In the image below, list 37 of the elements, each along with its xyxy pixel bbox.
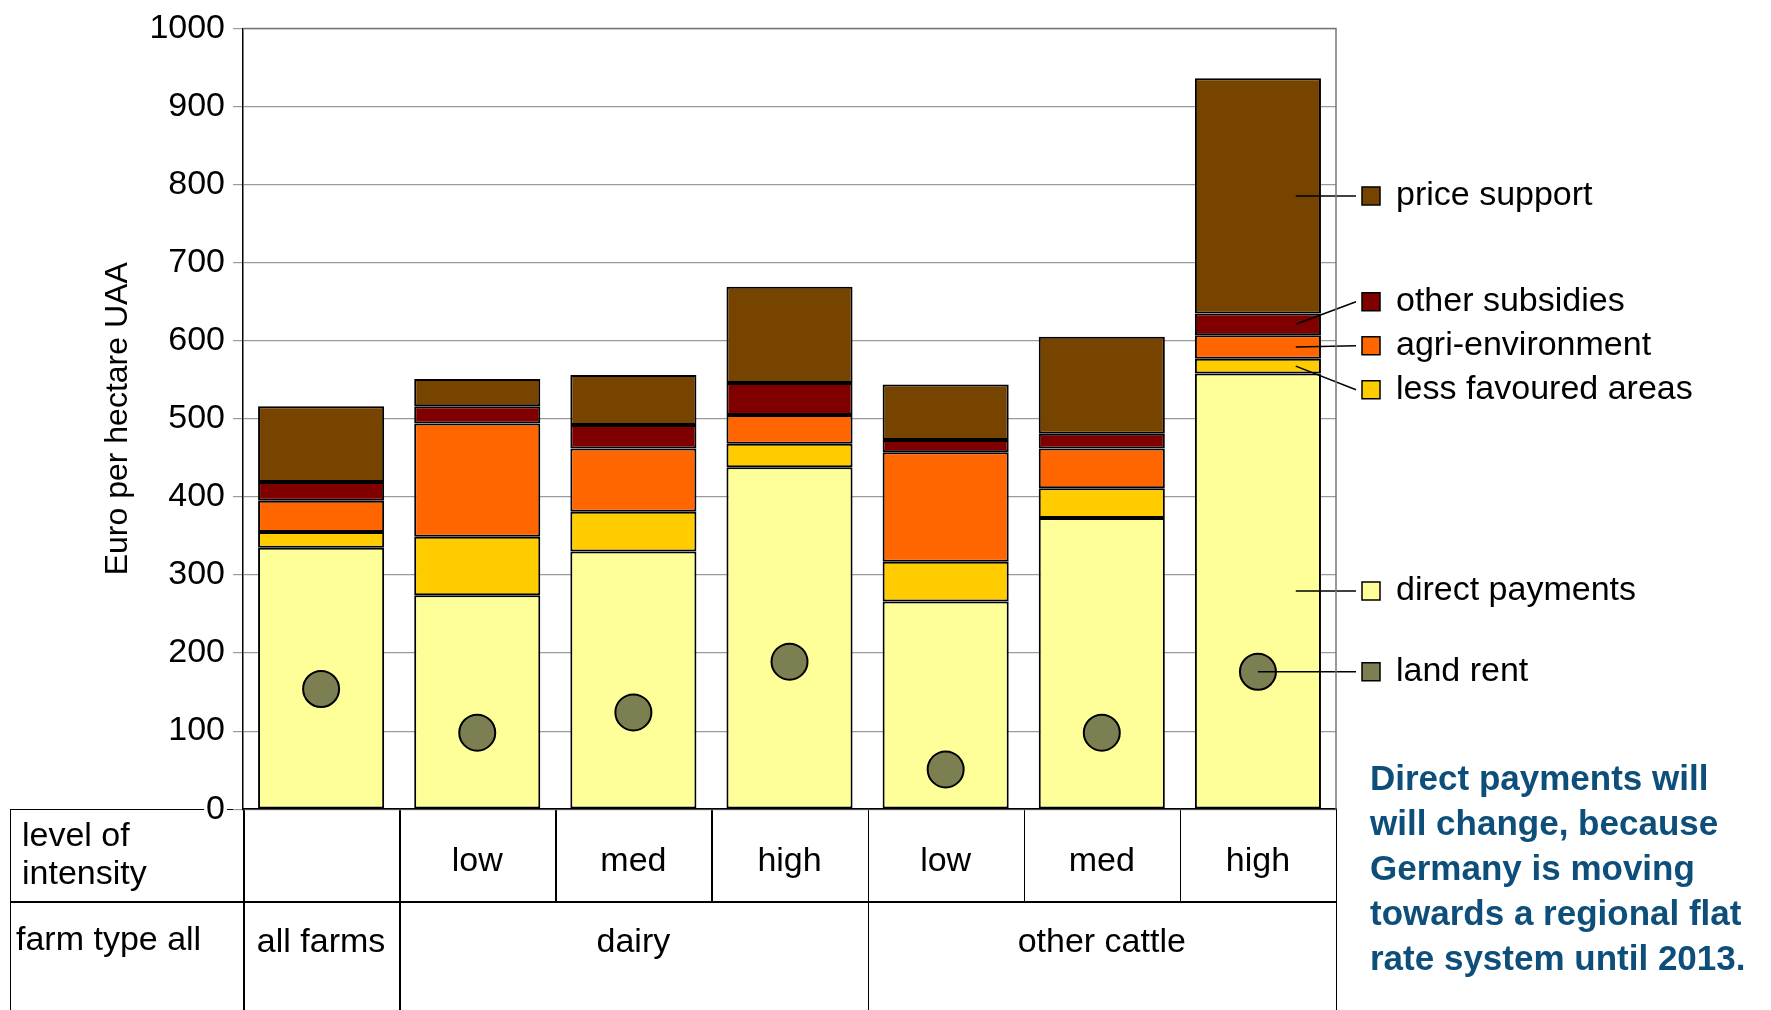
- y-tick-label: 600: [168, 319, 226, 358]
- y-tick-label: 300: [168, 553, 226, 592]
- legend-label: agri-environment: [1396, 324, 1652, 363]
- y-tick-label: 0: [206, 787, 226, 826]
- point: [458, 713, 497, 752]
- text: farm type all: [16, 919, 203, 958]
- legend-label: land rent: [1396, 650, 1529, 689]
- point: [926, 750, 965, 789]
- y-tick-label: 800: [168, 162, 226, 201]
- x-tick-label: med: [1068, 839, 1135, 878]
- legend-label: price support: [1396, 174, 1594, 213]
- x-tick-label: low: [451, 839, 504, 878]
- y-tick-label: 400: [168, 475, 226, 514]
- x-tick-label: high: [1225, 839, 1291, 878]
- y-tick-label: 500: [168, 397, 226, 436]
- legend-label: less favoured areas: [1396, 368, 1693, 407]
- point: [302, 669, 341, 708]
- text: other cattle: [1016, 921, 1187, 960]
- y-tick-label: 1000: [149, 6, 226, 45]
- x-tick-label: high: [757, 839, 822, 878]
- point: [1238, 652, 1277, 691]
- legend-label: direct payments: [1396, 569, 1636, 608]
- x-tick-label: med: [600, 839, 667, 878]
- text: Direct payments will will change, because Germany is moving towards a regional flat rate system until 2013.: [1370, 757, 1747, 979]
- y-tick-label: 100: [168, 709, 226, 748]
- y-tick-label: 200: [168, 631, 226, 670]
- y-axis-title: Euro per hectare UAA: [98, 261, 135, 576]
- point: [770, 642, 809, 681]
- point: [614, 693, 653, 732]
- text: dairy: [595, 921, 672, 960]
- y-tick-label: 700: [168, 241, 226, 280]
- y-tick-label: 900: [168, 84, 226, 123]
- point: [1082, 713, 1121, 752]
- x-tick-label: low: [920, 839, 972, 878]
- legend-label: other subsidies: [1396, 280, 1625, 319]
- text: all farms: [255, 921, 387, 960]
- text: level of intensity: [22, 815, 147, 892]
